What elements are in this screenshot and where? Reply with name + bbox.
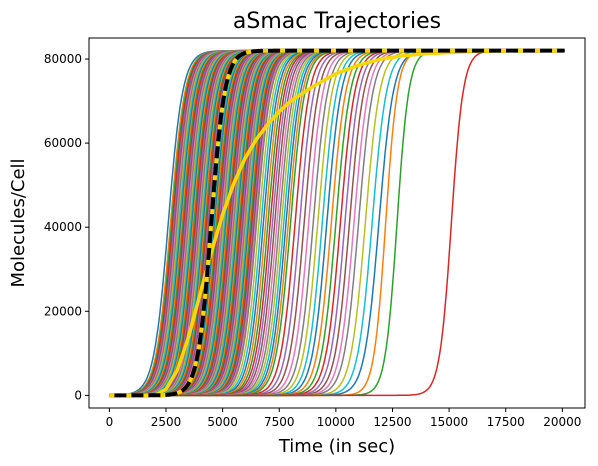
median-trajectory-dash <box>109 48 565 398</box>
y-tick-label: 20000 <box>44 304 82 318</box>
x-tick-label: 17500 <box>487 415 525 429</box>
y-tick-label: 60000 <box>44 136 82 150</box>
summary-curves <box>109 48 565 398</box>
x-tick-label: 5000 <box>207 415 238 429</box>
plot-frame <box>88 37 586 409</box>
y-tick-label: 80000 <box>44 52 82 66</box>
x-axis-label: Time (in sec) <box>278 436 395 457</box>
y-tick-label: 0 <box>74 388 82 402</box>
x-tick-label: 0 <box>106 415 114 429</box>
trajectory-lines <box>109 49 565 397</box>
x-axis-ticks: 0 2500 5000 7500 10000 12500 15000 17500 20000 <box>106 408 581 429</box>
mean-trajectory-line <box>109 48 563 398</box>
y-axis-label: Molecules/Cell <box>8 158 29 287</box>
x-tick-label: 10000 <box>317 415 355 429</box>
x-tick-label: 7500 <box>264 415 295 429</box>
x-tick-label: 2500 <box>151 415 182 429</box>
plot-area <box>88 37 586 409</box>
x-tick-label: 15000 <box>430 415 468 429</box>
x-tick-label: 12500 <box>373 415 411 429</box>
x-tick-label: 20000 <box>543 415 581 429</box>
y-tick-label: 40000 <box>44 220 82 234</box>
chart-title: aSmac Trajectories <box>233 9 441 34</box>
y-axis-ticks: 0 20000 40000 60000 80000 <box>44 52 89 402</box>
